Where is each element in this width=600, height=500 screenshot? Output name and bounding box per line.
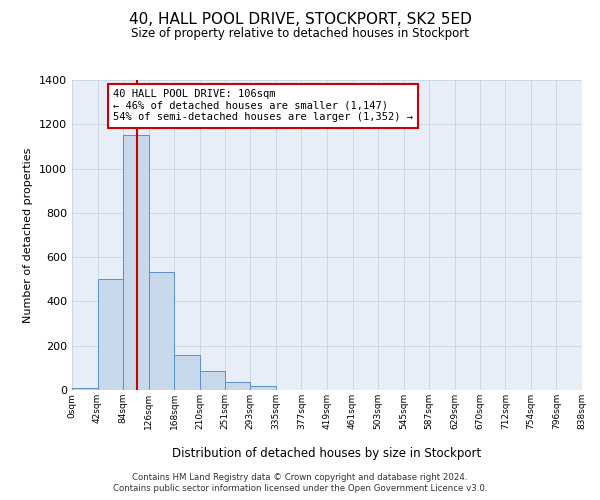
Text: 40 HALL POOL DRIVE: 106sqm
← 46% of detached houses are smaller (1,147)
54% of s: 40 HALL POOL DRIVE: 106sqm ← 46% of deta… xyxy=(113,90,413,122)
Text: Contains public sector information licensed under the Open Government Licence v3: Contains public sector information licen… xyxy=(113,484,487,493)
Bar xyxy=(174,354,200,390)
Bar xyxy=(123,136,149,390)
Bar xyxy=(225,382,250,390)
Text: 40, HALL POOL DRIVE, STOCKPORT, SK2 5ED: 40, HALL POOL DRIVE, STOCKPORT, SK2 5ED xyxy=(128,12,472,28)
Y-axis label: Number of detached properties: Number of detached properties xyxy=(23,148,34,322)
Bar xyxy=(72,388,98,390)
Bar xyxy=(98,280,123,390)
Bar xyxy=(200,371,225,390)
Text: Size of property relative to detached houses in Stockport: Size of property relative to detached ho… xyxy=(131,28,469,40)
Text: Distribution of detached houses by size in Stockport: Distribution of detached houses by size … xyxy=(172,448,482,460)
Text: Contains HM Land Registry data © Crown copyright and database right 2024.: Contains HM Land Registry data © Crown c… xyxy=(132,472,468,482)
Bar xyxy=(149,272,174,390)
Bar xyxy=(250,386,276,390)
